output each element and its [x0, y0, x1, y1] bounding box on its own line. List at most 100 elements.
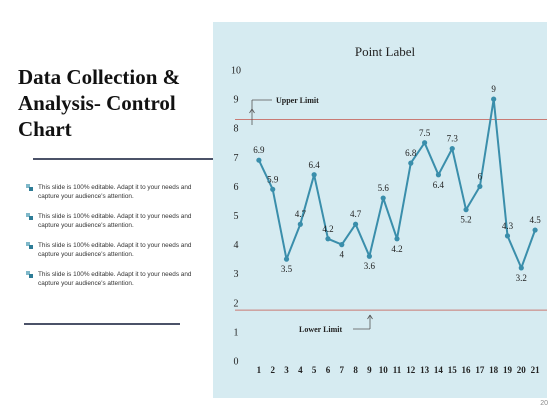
data-point — [366, 253, 372, 259]
x-tick-label: 12 — [406, 365, 416, 375]
data-point — [422, 140, 428, 146]
x-tick-label: 17 — [475, 365, 485, 375]
x-tick-label: 2 — [270, 365, 275, 375]
y-axis: 0 1 2 3 4 5 6 7 8 9 10 — [231, 66, 241, 368]
lower-limit-arrowhead — [369, 314, 373, 320]
data-label: 6.9 — [253, 145, 265, 155]
bullet-item: This slide is 100% editable. Adapt it to… — [24, 270, 204, 288]
title-divider — [33, 158, 221, 160]
data-label: 6 — [478, 171, 483, 181]
data-point — [504, 233, 511, 239]
data-label: 4.3 — [502, 221, 514, 231]
data-point — [311, 172, 317, 178]
square-bullet-icon — [26, 271, 33, 278]
data-label: 4.7 — [295, 209, 307, 219]
x-tick-label: 5 — [312, 365, 317, 375]
page-title: Data Collection & Analysis- Control Char… — [18, 65, 181, 141]
data-point — [394, 236, 400, 242]
data-point — [380, 195, 386, 201]
x-tick-label: 11 — [393, 365, 402, 375]
bullet-item: This slide is 100% editable. Adapt it to… — [24, 241, 204, 259]
y-tick-label: 0 — [234, 357, 239, 368]
data-label: 3.6 — [364, 261, 376, 271]
bullet-text: This slide is 100% editable. Adapt it to… — [38, 184, 192, 200]
data-label: 9 — [491, 84, 496, 94]
y-tick-label: 7 — [234, 153, 239, 164]
x-tick-label: 20 — [517, 365, 527, 375]
x-tick-label: 19 — [503, 365, 513, 375]
data-point — [463, 207, 469, 213]
data-label: 5.9 — [267, 174, 279, 184]
data-label: 7.5 — [419, 128, 431, 138]
x-tick-label: 9 — [367, 365, 372, 375]
bullet-text: This slide is 100% editable. Adapt it to… — [38, 213, 192, 229]
upper-limit-arrowhead — [249, 108, 253, 114]
x-tick-label: 13 — [420, 365, 430, 375]
x-axis: 1 2 3 4 5 6 7 8 9 10 11 12 13 14 15 16 17 18 19 20 21 — [257, 365, 540, 375]
bullet-list: This slide is 100% editable. Adapt it to… — [24, 183, 204, 299]
data-point — [532, 227, 538, 233]
control-limits: Upper Limit Lower Limit — [235, 96, 547, 334]
data-label: 4 — [340, 250, 345, 260]
square-bullet-icon — [26, 213, 33, 220]
x-tick-label: 16 — [462, 365, 472, 375]
data-point — [256, 157, 262, 163]
data-point — [325, 236, 331, 242]
x-tick-label: 18 — [489, 365, 499, 375]
data-point — [339, 242, 345, 248]
y-tick-label: 8 — [234, 124, 239, 135]
y-tick-label: 5 — [234, 211, 239, 222]
series-data: 6.9 5.9 3.5 4.7 6.4 4.2 4 4.7 3.6 5.6 4.2 6.87.5 6.4… — [253, 84, 541, 283]
data-label: 6.4 — [433, 180, 445, 190]
series-line — [257, 98, 537, 269]
bullet-item: This slide is 100% editable. Adapt it to… — [24, 212, 204, 230]
data-label: 4.2 — [322, 224, 333, 234]
lower-limit-arrowhead — [367, 314, 371, 320]
data-label: 4.7 — [350, 209, 362, 219]
bullet-item: This slide is 100% editable. Adapt it to… — [24, 183, 204, 201]
y-tick-label: 1 — [234, 327, 239, 338]
data-point — [408, 160, 414, 166]
chart-title: Point Label — [355, 44, 416, 59]
lower-limit-label: Lower Limit — [299, 325, 343, 334]
x-tick-label: 7 — [340, 365, 345, 375]
x-tick-label: 14 — [434, 365, 444, 375]
data-point — [477, 183, 483, 189]
y-tick-label: 6 — [234, 182, 239, 193]
data-point — [283, 256, 290, 262]
data-point — [297, 221, 303, 227]
x-tick-label: 15 — [448, 365, 458, 375]
x-tick-label: 3 — [284, 365, 289, 375]
x-tick-label: 8 — [353, 365, 358, 375]
bullet-text: This slide is 100% editable. Adapt it to… — [38, 271, 192, 287]
x-tick-label: 21 — [531, 365, 541, 375]
data-point — [435, 172, 442, 178]
data-label: 7.3 — [447, 134, 459, 144]
x-tick-label: 6 — [326, 365, 331, 375]
data-point — [270, 186, 276, 192]
y-tick-label: 3 — [234, 269, 239, 280]
data-label: 6.8 — [405, 148, 417, 158]
y-tick-label: 2 — [234, 298, 239, 309]
data-label: 3.2 — [516, 273, 527, 283]
data-label: 4.5 — [529, 215, 541, 225]
x-tick-label: 4 — [298, 365, 303, 375]
x-tick-label: 10 — [379, 365, 389, 375]
y-tick-label: 4 — [234, 240, 239, 251]
square-bullet-icon — [26, 242, 33, 249]
x-tick-label: 1 — [257, 365, 262, 375]
y-tick-label: 9 — [234, 95, 239, 106]
data-label: 6.4 — [309, 160, 321, 170]
data-point — [518, 265, 524, 271]
page-number: 20 — [540, 400, 548, 407]
upper-limit-label: Upper Limit — [276, 96, 319, 105]
data-point — [491, 96, 497, 102]
data-point — [449, 145, 455, 152]
data-label: 3.5 — [281, 264, 293, 274]
y-tick-label: 10 — [231, 66, 241, 77]
data-label: 4.2 — [391, 244, 402, 254]
square-bullet-icon — [26, 184, 33, 191]
upper-limit-arrowhead — [251, 108, 255, 114]
bullet-text: This slide is 100% editable. Adapt it to… — [38, 242, 192, 258]
